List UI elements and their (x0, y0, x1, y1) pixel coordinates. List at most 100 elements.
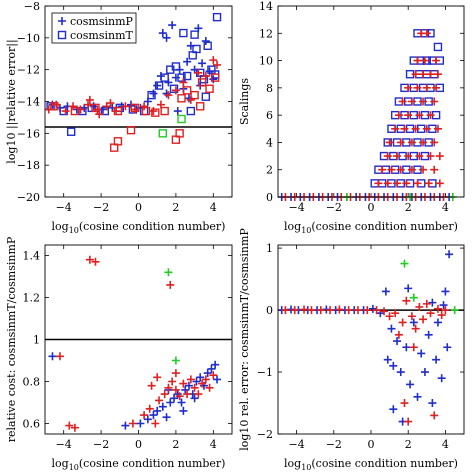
data-point-plus (380, 307, 389, 316)
data-point-plus (398, 318, 407, 327)
x-tick-label: 0 (368, 438, 375, 451)
series-0 (370, 29, 445, 188)
data-point-plus (424, 330, 433, 339)
data-point-plus (209, 75, 218, 84)
data-point-plus (196, 373, 205, 382)
data-point-plus (413, 392, 422, 401)
data-point-plus (316, 306, 325, 315)
data-point-square (175, 129, 184, 138)
data-point-plus (48, 352, 57, 361)
y-tick-label: 14 (259, 0, 273, 13)
data-point-plus (383, 355, 392, 364)
x-axis-label: log10(cosine condition number) (52, 220, 226, 235)
data-point-plus (422, 29, 431, 38)
data-point-plus (184, 381, 193, 390)
data-point-plus (149, 89, 158, 98)
data-point-plus (179, 78, 188, 87)
data-point-plus (85, 95, 94, 104)
y-tick-label: −10 (17, 32, 40, 45)
data-point-plus (430, 411, 439, 420)
data-point-square (212, 12, 222, 22)
data-point-square (130, 103, 139, 113)
data-point-plus (168, 377, 177, 386)
series-2 (164, 268, 180, 365)
data-point-square (141, 106, 151, 116)
data-point-square (186, 106, 196, 116)
data-point-plus (368, 304, 377, 313)
data-point-square (190, 90, 199, 100)
data-point-plus (194, 390, 203, 399)
data-point-plus (177, 398, 186, 407)
data-point-plus (443, 343, 452, 352)
data-point-plus (420, 56, 429, 65)
y-axis-label: relative cost: cosmsinmT/cosmsinmP (5, 236, 18, 442)
data-point-plus (385, 312, 394, 321)
data-point-plus (160, 390, 169, 399)
y-tick-label: 1.4 (23, 250, 41, 263)
data-point-plus (211, 360, 220, 369)
x-tick-label: −4 (56, 438, 72, 451)
y-tick-label: 1 (33, 334, 40, 347)
data-point-plus (121, 421, 130, 430)
data-point-plus (149, 411, 158, 420)
data-point-plus (432, 83, 441, 92)
x-tick-label: −2 (326, 201, 342, 214)
data-point-plus (143, 415, 152, 424)
data-point-plus (213, 60, 222, 69)
data-point-square (147, 90, 156, 100)
data-point-plus (389, 405, 398, 414)
panel-p1: −4 −2 0 2 4−20−18−16−14−12−10−8log10(cosine … (5, 0, 233, 235)
data-point-square (203, 41, 212, 50)
y-tick-label: −1 (257, 366, 273, 379)
data-point-plus (433, 304, 442, 313)
data-point-plus (65, 421, 74, 430)
data-point-square (177, 73, 186, 82)
data-point-plus (409, 318, 418, 327)
data-point-plus (281, 306, 290, 315)
data-point-plus (194, 68, 203, 77)
y-tick-label: 6 (266, 109, 273, 122)
data-point-plus (85, 255, 94, 264)
data-point-plus (162, 413, 171, 422)
data-point-plus (181, 385, 190, 394)
data-point-plus (290, 306, 299, 315)
data-point-plus (428, 298, 437, 307)
data-point-plus (407, 138, 416, 147)
data-point-square (433, 42, 443, 52)
panel-p4: −4 −2 0 2 4 −2 −1 0 1 log10(cosine condition numb… (238, 228, 465, 472)
data-point-plus (162, 33, 171, 42)
data-point-plus (61, 107, 70, 116)
y-tick-label: −12 (17, 64, 40, 77)
y-tick-label: 0.6 (23, 418, 41, 431)
x-tick-label: 0 (135, 201, 142, 214)
data-point-plus (192, 377, 201, 386)
data-point-plus (411, 324, 420, 333)
data-point-plus (437, 374, 446, 383)
data-point-plus (179, 406, 188, 415)
data-point-plus (424, 179, 433, 188)
x-tick-label: 4 (210, 201, 217, 214)
data-point-plus (372, 306, 381, 315)
data-point-square (100, 106, 110, 116)
y-tick-label: 1.2 (23, 292, 41, 305)
x-tick-label: −4 (288, 201, 304, 214)
data-point-square (158, 129, 168, 138)
data-point-plus (173, 107, 182, 116)
data-point-plus (404, 152, 413, 161)
data-point-plus (198, 59, 207, 68)
data-point-plus (162, 89, 171, 98)
data-point-plus (400, 399, 409, 408)
data-point-square (160, 106, 169, 116)
data-point-plus (300, 305, 309, 314)
data-point-plus (430, 138, 439, 147)
data-point-plus (130, 105, 139, 114)
data-point-plus (335, 305, 344, 314)
data-point-plus (437, 311, 446, 320)
data-point-plus (426, 111, 435, 120)
data-point-plus (121, 102, 130, 111)
data-point-square (109, 143, 119, 152)
data-point-plus (112, 107, 121, 116)
data-point-plus (158, 402, 167, 411)
data-point-square (177, 94, 186, 103)
